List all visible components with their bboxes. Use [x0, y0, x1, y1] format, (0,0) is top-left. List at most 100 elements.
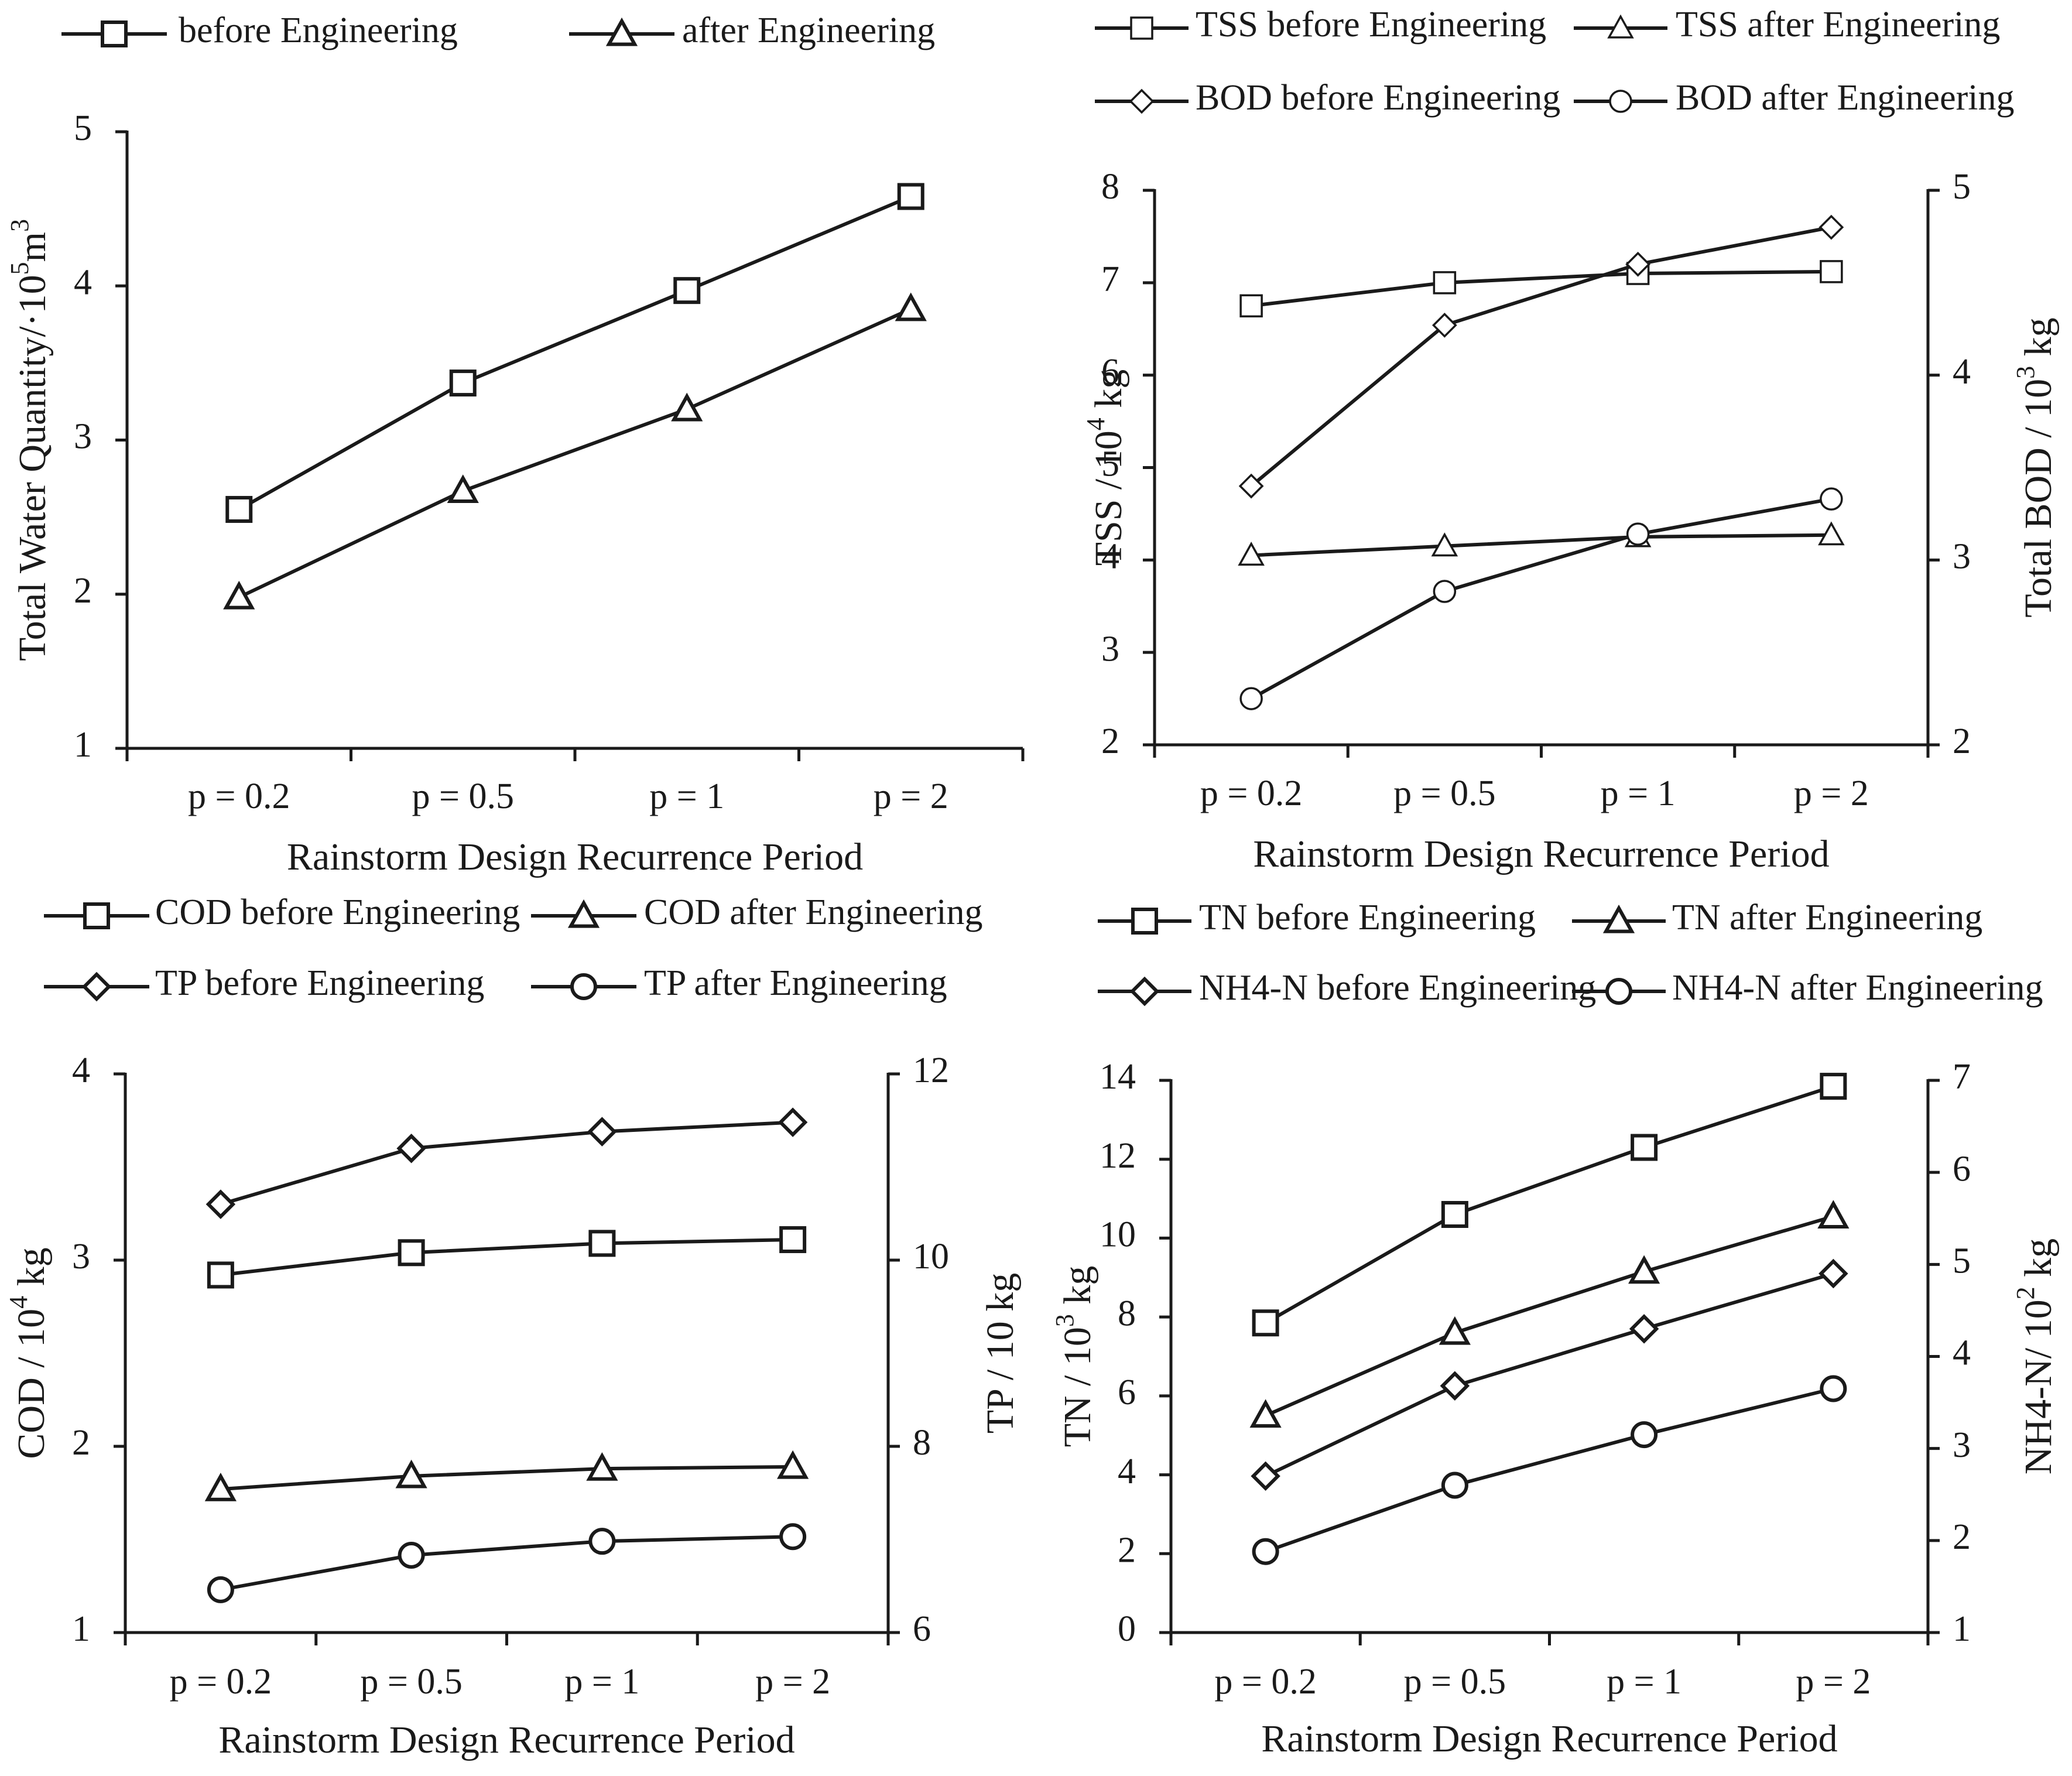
- legend-entry: TP before Engineering: [44, 963, 484, 1003]
- data-point: [206, 1189, 236, 1219]
- legend-marker: [101, 20, 128, 47]
- legend-entry: COD after Engineering: [531, 892, 982, 932]
- data-point: [1629, 1314, 1659, 1344]
- y-tick-label-right: 10: [913, 1237, 949, 1277]
- data-point: [1251, 1461, 1280, 1491]
- x-axis-label: Rainstorm Design Recurrence Period: [287, 836, 863, 878]
- y-tick-label-right: 5: [1953, 1241, 1971, 1281]
- x-tick-label: p = 2: [1796, 1662, 1871, 1702]
- data-point: [1817, 1200, 1850, 1229]
- legend-entry: TP after Engineering: [531, 963, 947, 1003]
- data-point: [1432, 313, 1457, 338]
- x-tick-label: p = 0.5: [360, 1662, 462, 1702]
- data-point: [777, 1450, 809, 1479]
- x-tick-label: p = 2: [755, 1662, 830, 1702]
- series-line: [1250, 497, 1832, 700]
- legend-label: TSS before Engineering: [1196, 5, 1546, 45]
- series-bod-before-engineering: [1238, 214, 1844, 499]
- data-point: [586, 1452, 618, 1481]
- data-point: [778, 1107, 808, 1137]
- legend-label: NH4-N after Engineering: [1672, 968, 2043, 1008]
- y-tick-label-left: 2: [1101, 721, 1119, 761]
- series-line: [1265, 1214, 1834, 1418]
- y-tick-label-left: 4: [74, 262, 92, 302]
- x-axis-label: Rainstorm Design Recurrence Period: [1253, 833, 1829, 875]
- y-tick-label-right: 2: [1953, 721, 1971, 761]
- y-tick-label-left: 2: [1118, 1531, 1136, 1570]
- data-point: [1431, 532, 1458, 557]
- x-axis-label: Rainstorm Design Recurrence Period: [218, 1719, 794, 1761]
- legend-entry: BOD after Engineering: [1574, 78, 2014, 118]
- series-line: [238, 307, 912, 599]
- data-point: [395, 1459, 427, 1488]
- y-tick-label-left: 12: [1100, 1136, 1136, 1176]
- data-point: [447, 474, 479, 503]
- y-axis-label-left: Total Water Quantity/·105m3: [5, 219, 54, 661]
- data-point: [1626, 522, 1650, 546]
- y-tick-label-left: 0: [1118, 1609, 1136, 1649]
- y-tick-label-right: 12: [913, 1050, 949, 1090]
- data-point: [1252, 1538, 1279, 1565]
- series-nh4-n-after-engineering: [1252, 1375, 1847, 1565]
- legend-marker: [83, 902, 110, 929]
- data-point: [1818, 214, 1844, 240]
- series-tn-before-engineering: [1252, 1073, 1847, 1337]
- y-tick-label-left: 3: [72, 1237, 90, 1277]
- y-tick-label-right: 1: [1953, 1609, 1971, 1649]
- x-tick-label: p = 0.2: [1200, 774, 1302, 813]
- data-point: [396, 1133, 426, 1164]
- x-tick-label: p = 1: [564, 1662, 639, 1702]
- legend-marker: [1129, 88, 1155, 114]
- series-tp-after-engineering: [207, 1523, 807, 1603]
- legend-entry: TSS before Engineering: [1095, 5, 1546, 45]
- series-line: [1265, 1084, 1834, 1325]
- legend-marker: [570, 973, 597, 1000]
- y-tick-label-right: 7: [1953, 1057, 1971, 1097]
- y-tick-label-left: 4: [1118, 1452, 1136, 1491]
- legend-marker: [1607, 14, 1634, 39]
- data-point: [1820, 487, 1843, 511]
- y-tick-label-right: 5: [1953, 167, 1971, 207]
- series-tp-before-engineering: [206, 1107, 808, 1219]
- data-point: [1252, 1309, 1279, 1337]
- y-tick-label-left: 2: [74, 571, 92, 611]
- data-point: [207, 1261, 234, 1289]
- series-cod-before-engineering: [207, 1226, 807, 1289]
- y-tick-label-left: 4: [1101, 537, 1119, 577]
- legend-label: TP before Engineering: [155, 963, 484, 1003]
- y-tick-label-left: 6: [1118, 1373, 1136, 1412]
- data-point: [897, 183, 924, 210]
- legend-marker: [1602, 904, 1635, 933]
- y-tick-label-left: 3: [1101, 629, 1119, 669]
- y-tick-label-left: 3: [74, 417, 92, 457]
- chart-panel-1: p = 0.2 p = 0.5 p = 1 p = 2 1 2 3 4 5 Rainstorm D…: [5, 11, 1025, 878]
- data-point: [1625, 251, 1650, 277]
- series-line: [220, 1535, 793, 1592]
- legend-entry: before Engineering: [61, 11, 458, 50]
- y-tick-label-left: 14: [1100, 1057, 1136, 1097]
- series-after-engineering: [223, 292, 927, 610]
- legend-label: after Engineering: [682, 11, 935, 50]
- series-line: [1265, 1272, 1834, 1478]
- series-tn-after-engineering: [1249, 1200, 1850, 1428]
- data-point: [1820, 260, 1843, 283]
- legend-entry: BOD before Engineering: [1095, 78, 1560, 118]
- legend-marker: [81, 971, 112, 1002]
- y-axis-label-right: Total BOD / 103 kg: [2011, 317, 2060, 617]
- x-tick-label: p = 0.5: [1393, 774, 1495, 813]
- legend-marker: [1129, 976, 1160, 1007]
- data-point: [1249, 1399, 1282, 1428]
- y-axis-label-left: TSS / 104 kg: [1081, 369, 1131, 566]
- y-tick-label-left: 10: [1100, 1215, 1136, 1255]
- data-point: [895, 292, 927, 321]
- x-tick-label: p = 2: [874, 776, 948, 816]
- legend-label: TSS after Engineering: [1676, 5, 2000, 45]
- data-point: [779, 1523, 807, 1551]
- series-line: [1250, 225, 1832, 488]
- y-tick-label-right: 6: [913, 1609, 931, 1649]
- legend-label: COD after Engineering: [644, 892, 982, 932]
- data-point: [1433, 580, 1457, 603]
- x-tick-label: p = 0.5: [412, 776, 514, 816]
